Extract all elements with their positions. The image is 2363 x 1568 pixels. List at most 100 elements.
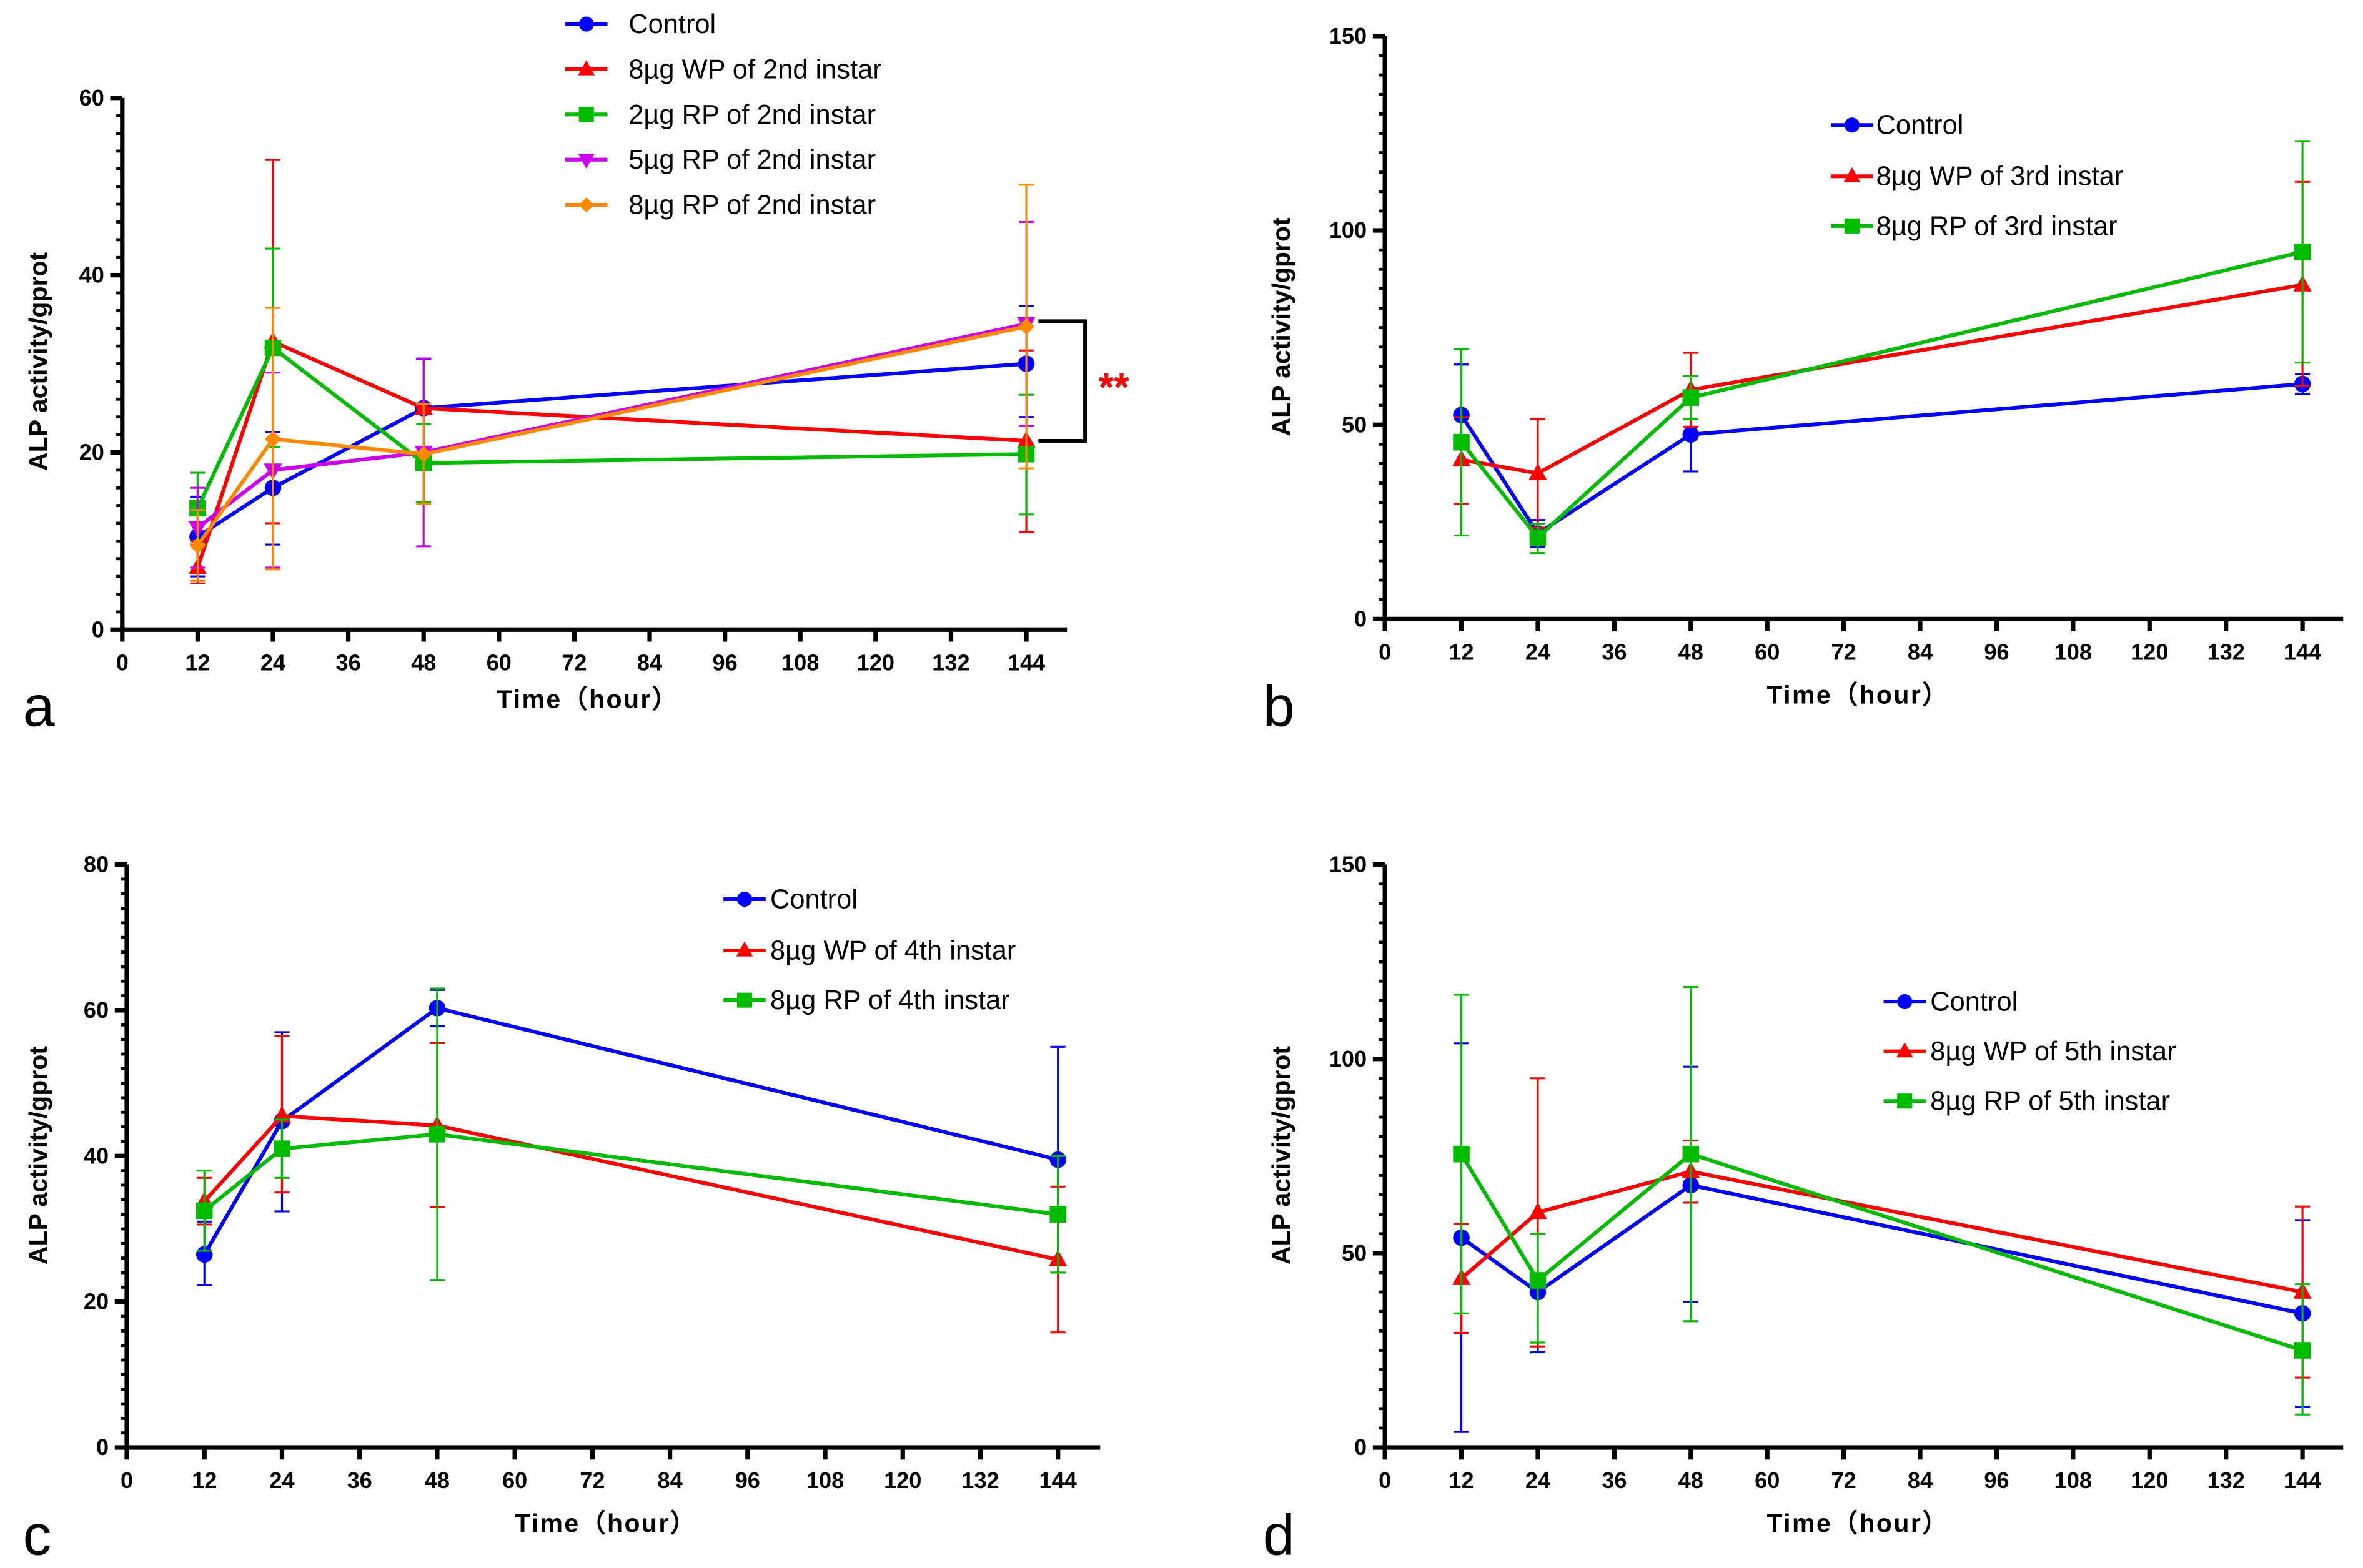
legend-label: 8µg RP of 2nd instar: [628, 190, 876, 220]
panel-label: a: [23, 675, 55, 739]
series-line: [1460, 1170, 2303, 1294]
legend-marker: [1844, 117, 1860, 133]
data-point: [272, 1106, 292, 1123]
x-tick-label: 84: [657, 1467, 682, 1493]
data-point: [1682, 426, 1700, 443]
x-tick-label: 144: [1008, 649, 1045, 675]
legend-marker: [1896, 1042, 1913, 1058]
series-8-g-wp-of-5th-instar: [1452, 1077, 2312, 1379]
legend-item: Control: [723, 884, 858, 914]
legend-marker: [736, 941, 753, 957]
legend-marker: [578, 107, 594, 122]
series-control: [1453, 363, 2311, 548]
x-tick-label: 108: [781, 649, 819, 675]
data-point: [1528, 463, 1547, 480]
x-tick-label: 12: [1449, 1467, 1474, 1493]
chart-panel-b: 0 50 100 150 0 12 24 36 48 60 72 84 96 108 120 132 144 Ti…: [1263, 23, 2344, 739]
legend-label: 8µg RP of 4th instar: [770, 985, 1010, 1015]
legend-marker: [1897, 994, 1913, 1010]
y-tick-label: 40: [84, 1143, 109, 1168]
significance-marker: **: [1099, 366, 1129, 410]
y-tick-label: 50: [1342, 1240, 1367, 1266]
legend-label: 2µg RP of 2nd instar: [628, 100, 876, 130]
data-point: [274, 1140, 290, 1157]
legend-label: 8µg WP of 3rd instar: [1876, 162, 2123, 192]
x-axis-label: Time（hour）: [1766, 1509, 1949, 1537]
x-axis-label: Time（hour）: [515, 1509, 697, 1537]
series-line: [196, 324, 1027, 547]
legend-marker: [1844, 218, 1860, 234]
x-axis-label: Time（hour）: [497, 685, 679, 714]
y-tick-label: 0: [1354, 606, 1367, 631]
series-line: [1460, 1183, 2303, 1316]
legend-label: 8µg RP of 5th instar: [1930, 1087, 2170, 1117]
x-tick-label: 0: [116, 649, 129, 675]
x-tick-label: 0: [1379, 639, 1391, 665]
legend-label: 8µg WP of 2nd instar: [628, 54, 881, 84]
y-tick-label: 0: [1354, 1434, 1367, 1460]
series-line: [196, 322, 1027, 530]
x-axis-label: Time（hour）: [1766, 680, 1949, 709]
x-tick-label: 36: [347, 1467, 372, 1493]
x-tick-label: 24: [269, 1467, 294, 1493]
x-tick-label: 48: [425, 1467, 450, 1493]
series-line: [203, 1114, 1059, 1261]
data-point: [264, 430, 282, 448]
legend-item: Control: [1883, 987, 2018, 1017]
x-tick-label: 24: [1525, 639, 1550, 665]
x-tick-label: 48: [1678, 639, 1703, 665]
data-point: [1682, 389, 1700, 406]
chart-panel-d: 0 50 100 150 0 12 24 36 48 60 72 84 96 108 120 132 144 Ti…: [1263, 852, 2344, 1567]
y-tick-label: 0: [96, 1434, 109, 1460]
legend-label: Control: [628, 9, 716, 39]
y-axis-label: ALP activity/gprot: [24, 1046, 52, 1265]
legend-item: 8µg RP of 5th instar: [1883, 1087, 2170, 1117]
x-tick-label: 84: [1908, 1467, 1933, 1493]
y-tick-label: 20: [79, 439, 104, 465]
y-tick-label: 150: [1329, 23, 1367, 49]
x-tick-label: 48: [1678, 1467, 1703, 1493]
series-8-g-wp-of-4th-instar: [195, 1035, 1068, 1334]
x-tick-label: 24: [1525, 1467, 1550, 1493]
series-control: [189, 305, 1035, 578]
data-point: [1018, 318, 1035, 335]
x-tick-label: 12: [192, 1467, 217, 1493]
legend-marker: [1843, 167, 1861, 182]
x-tick-label: 72: [562, 649, 587, 675]
x-tick-label: 84: [1908, 639, 1933, 665]
y-tick-label: 50: [1342, 412, 1367, 437]
data-point: [196, 1202, 213, 1220]
legend-marker: [736, 891, 753, 907]
x-tick-label: 108: [2054, 639, 2092, 665]
legend-label: Control: [1876, 111, 1963, 141]
y-tick-label: 0: [92, 616, 104, 642]
x-tick-label: 132: [932, 649, 969, 675]
series-line: [203, 1132, 1059, 1216]
x-tick-label: 60: [487, 649, 512, 675]
series-line: [1461, 283, 2303, 476]
x-tick-label: 132: [961, 1467, 999, 1493]
y-tick-label: 100: [1329, 1046, 1367, 1072]
x-tick-label: 12: [1449, 639, 1474, 665]
y-tick-label: 20: [84, 1289, 109, 1314]
x-tick-label: 60: [502, 1467, 527, 1493]
y-tick-label: 150: [1329, 852, 1367, 877]
series-8-g-rp-of-3rd-instar: [1453, 140, 2311, 555]
series-2-g-rp-of-2nd-instar: [189, 247, 1035, 545]
significance-bracket: [1038, 319, 1087, 443]
x-tick-label: 144: [2284, 1467, 2321, 1493]
series-line: [202, 1006, 1059, 1256]
x-tick-label: 60: [1755, 639, 1780, 665]
x-tick-label: 72: [580, 1467, 605, 1493]
series-line: [196, 362, 1027, 538]
legend-marker: [578, 16, 594, 32]
series-line: [196, 345, 1027, 510]
series-control: [196, 989, 1066, 1286]
series-line: [1460, 250, 2303, 541]
x-tick-label: 36: [1602, 1467, 1627, 1493]
legend-item: 8µg RP of 2nd instar: [565, 190, 876, 220]
x-tick-label: 36: [335, 649, 360, 675]
y-axis-label: ALP activity/gprot: [24, 252, 52, 471]
